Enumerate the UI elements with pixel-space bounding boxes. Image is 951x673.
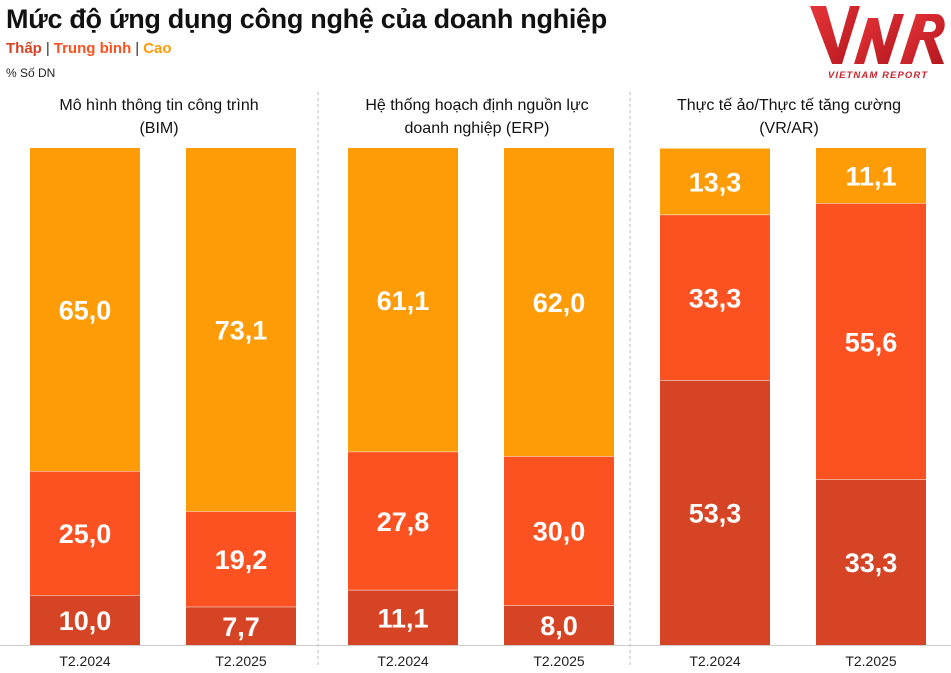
data-label: 61,1 (377, 286, 430, 316)
logo-letter-r (900, 14, 945, 64)
logo-letter-n (854, 14, 904, 64)
data-label: 55,6 (845, 327, 898, 357)
panel-title-line: Mô hình thông tin công trình (59, 97, 259, 114)
bar-segment (186, 606, 296, 645)
unit-label: % Số DN (6, 66, 56, 80)
bar-segment (30, 148, 140, 472)
data-label: 33,3 (845, 548, 898, 578)
bar-segment (816, 148, 926, 204)
category-label: T2.2025 (845, 653, 897, 669)
panel-title: Thực tế ảo/Thực tế tăng cường (VR/AR) (634, 94, 944, 140)
panel-title-line: (BIM) (139, 120, 179, 137)
legend-item-medium: Trung bình (53, 40, 132, 57)
bar-segment (186, 511, 296, 607)
panel-title: Mô hình thông tin công trình (BIM) (4, 94, 314, 140)
bar-segment (504, 605, 614, 645)
category-label: T2.2024 (59, 653, 111, 669)
data-label: 8,0 (540, 611, 578, 641)
panel-title-line: (VR/AR) (759, 120, 819, 137)
data-label: 65,0 (59, 296, 112, 326)
data-label: 27,8 (377, 507, 430, 537)
bar-segment (816, 203, 926, 480)
data-label: 11,1 (377, 603, 428, 633)
panel-title-line: doanh nghiệp (ERP) (404, 120, 550, 137)
legend: Thấp | Trung bình | Cao (6, 40, 171, 57)
logo-letter-v (810, 6, 860, 64)
bar-segment (660, 214, 770, 381)
bar-segment (30, 595, 140, 645)
panel-title-line: Hệ thống hoạch định nguồn lực (365, 97, 589, 114)
legend-separator: | (45, 40, 50, 57)
bar-segment (348, 451, 458, 590)
logo-caption: VIETNAM REPORT (827, 70, 929, 81)
data-label: 62,0 (533, 288, 586, 318)
bar-segment (504, 456, 614, 606)
bar-segment (348, 589, 458, 645)
data-label: 11,1 (845, 162, 896, 192)
category-label: T2.2024 (377, 653, 429, 669)
vnr-logo (810, 6, 945, 64)
chart-title: Mức độ ứng dụng công nghệ của doanh nghi… (6, 4, 607, 34)
data-label: 10,0 (59, 606, 112, 636)
bar-segment (348, 148, 458, 452)
panel-title: Hệ thống hoạch định nguồn lực doanh nghiệ… (322, 94, 632, 140)
bar-segment (816, 479, 926, 645)
bar-segment (660, 380, 770, 645)
data-label: 7,7 (222, 612, 260, 642)
bar-segment (504, 148, 614, 457)
data-label: 33,3 (689, 283, 742, 313)
legend-item-low: Thấp (6, 40, 42, 57)
data-label: 53,3 (689, 499, 742, 529)
bar-segment (186, 148, 296, 512)
panel-title-line: Thực tế ảo/Thực tế tăng cường (676, 97, 902, 114)
legend-item-high: Cao (143, 40, 172, 57)
data-label: 13,3 (689, 168, 742, 198)
legend-separator: | (135, 40, 140, 57)
data-label: 73,1 (215, 316, 268, 346)
category-label: T2.2025 (533, 653, 585, 669)
category-label: T2.2025 (215, 653, 267, 669)
data-label: 19,2 (215, 545, 268, 575)
data-label: 30,0 (533, 517, 586, 547)
bar-segment (660, 148, 770, 215)
bar-segment (30, 471, 140, 596)
data-label: 25,0 (59, 519, 112, 549)
category-label: T2.2024 (689, 653, 741, 669)
